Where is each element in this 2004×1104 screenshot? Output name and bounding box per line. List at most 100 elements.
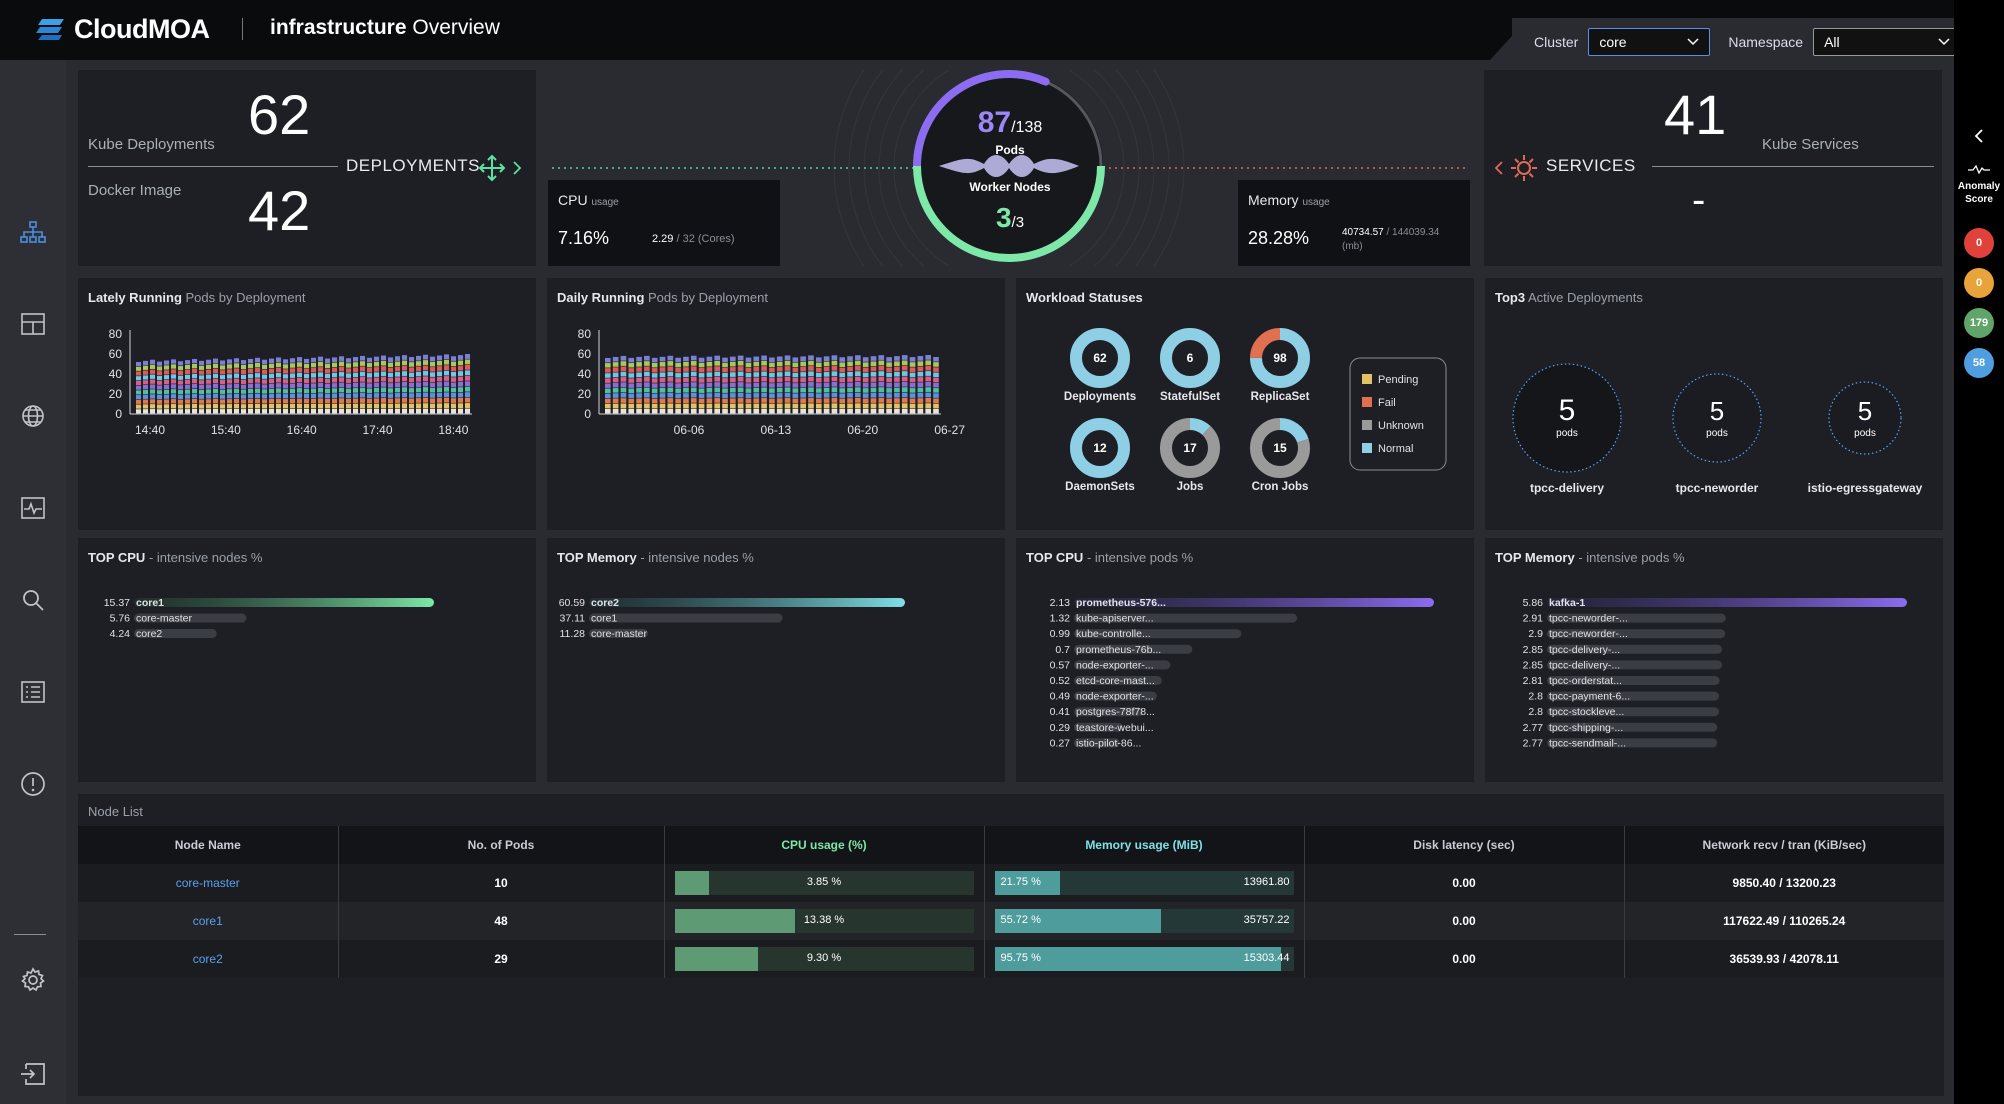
stacked-bar bbox=[776, 356, 783, 414]
table-row[interactable]: core1 48 13.38 % 55.72 % 35757.22 0.00 117622.… bbox=[78, 902, 1944, 940]
bar-segment bbox=[402, 403, 408, 409]
bar-segment bbox=[339, 361, 345, 367]
bar-segment bbox=[304, 373, 310, 379]
bar-segment bbox=[360, 382, 366, 387]
bar-segment bbox=[143, 394, 149, 399]
cpu-usage-card[interactable]: CPU usage 7.16% 2.29 / 32 (Cores) bbox=[548, 180, 780, 266]
top-cpu-nodes-chart[interactable]: 15.37 core1 5.76 core-master 4.24 core2 bbox=[78, 578, 536, 778]
node-name-link[interactable]: core1 bbox=[78, 902, 339, 940]
bar-segment bbox=[761, 408, 767, 414]
top-memory-pods-chart[interactable]: 5.86 kafka-1 2.91 tpcc-neworder-... 2.9 tpcc-… bbox=[1485, 578, 1943, 778]
bar-segment bbox=[612, 372, 619, 378]
nav-dashboard-icon[interactable] bbox=[17, 308, 49, 340]
anomaly-score-normal[interactable]: 179 bbox=[1964, 308, 1994, 338]
node-name-link[interactable]: core2 bbox=[78, 940, 339, 978]
bar-segment bbox=[659, 403, 666, 409]
bar-segment bbox=[360, 408, 366, 414]
node-list-header-row: Node Name No. of Pods CPU usage (%) Memo… bbox=[78, 826, 1944, 864]
anomaly-score-info[interactable]: 58 bbox=[1964, 348, 1994, 378]
bar-value: 2.13 bbox=[1050, 597, 1071, 609]
stacked-bar bbox=[870, 356, 877, 414]
anomaly-score-critical[interactable]: 0 bbox=[1964, 228, 1994, 258]
bar-segment bbox=[745, 403, 752, 409]
bar-segment bbox=[901, 371, 908, 376]
col-disk-latency[interactable]: Disk latency (sec) bbox=[1304, 826, 1625, 864]
nav-topology-icon[interactable] bbox=[17, 216, 49, 248]
stacked-bar bbox=[150, 359, 156, 414]
bar-segment bbox=[901, 403, 908, 409]
deployments-panel[interactable]: Kube Deployments 62 Docker Image 42 DEPL… bbox=[78, 70, 536, 266]
bar-segment bbox=[234, 383, 240, 389]
bar-segment bbox=[297, 357, 303, 362]
top-cpu-nodes-title: TOP CPU - intensive nodes % bbox=[88, 550, 262, 565]
cluster-select[interactable]: core bbox=[1588, 28, 1711, 56]
nav-list-icon[interactable] bbox=[17, 676, 49, 708]
top-memory-nodes-chart[interactable]: 60.59 core2 37.11 core1 11.28 core-master bbox=[547, 578, 1005, 778]
pods-nodes-ring[interactable] bbox=[909, 66, 1109, 266]
bar-segment bbox=[901, 392, 908, 398]
memory-usage-bar: 95.75 % 15303.44 bbox=[994, 947, 1294, 971]
bar-segment bbox=[792, 367, 799, 373]
bar-segment bbox=[769, 357, 775, 363]
chevron-left-icon[interactable] bbox=[1974, 128, 1984, 144]
app-logo[interactable]: CloudMOA bbox=[36, 14, 210, 44]
col-no-of-pods[interactable]: No. of Pods bbox=[338, 826, 665, 864]
nav-search-icon[interactable] bbox=[17, 584, 49, 616]
bar-segment bbox=[651, 378, 658, 383]
bar-segment bbox=[269, 373, 275, 379]
bar-segment bbox=[612, 393, 619, 398]
bar-segment bbox=[241, 399, 247, 404]
memory-usage-card[interactable]: Memory usage 28.28% 40734.57 / 144039.34… bbox=[1238, 180, 1470, 266]
anomaly-score-warning[interactable]: 0 bbox=[1964, 268, 1994, 298]
bar-segment bbox=[185, 384, 191, 389]
bar-row: 2.81 tpcc-orderstat... bbox=[1523, 675, 1720, 687]
deployment-name: tpcc-neworder bbox=[1676, 481, 1759, 495]
bar-segment bbox=[304, 383, 310, 389]
chevron-right-icon[interactable] bbox=[512, 160, 522, 176]
bar bbox=[1547, 738, 1718, 748]
bar-segment bbox=[769, 393, 775, 398]
bar-segment bbox=[255, 357, 261, 363]
col-memory-usage[interactable]: Memory usage (MiB) bbox=[984, 826, 1305, 864]
nav-monitor-icon[interactable] bbox=[17, 492, 49, 524]
bar-segment bbox=[283, 359, 289, 364]
bar-segment bbox=[808, 387, 814, 393]
settings-gear-icon[interactable] bbox=[17, 964, 49, 996]
node-name-link[interactable]: core-master bbox=[78, 864, 339, 902]
table-row[interactable]: core2 29 9.30 % 95.75 % 15303.44 0.00 36539.93… bbox=[78, 940, 1944, 978]
namespace-select[interactable]: All bbox=[1813, 28, 1962, 56]
bar-segment bbox=[917, 387, 924, 393]
bar-segment bbox=[339, 393, 345, 398]
bar-value: 2.77 bbox=[1523, 737, 1544, 749]
col-node-name[interactable]: Node Name bbox=[78, 826, 339, 864]
top-cpu-pods-chart[interactable]: 2.13 prometheus-576... 1.32 kube-apiserver.… bbox=[1016, 578, 1474, 778]
chevron-left-icon[interactable] bbox=[1494, 160, 1504, 176]
col-network[interactable]: Network recv / tran (KiB/sec) bbox=[1624, 826, 1944, 864]
nav-alert-icon[interactable] bbox=[17, 768, 49, 800]
workload-statuses-chart[interactable]: 62 Deployments 6 StatefulSet 98 ReplicaSet 12 D… bbox=[1016, 318, 1474, 528]
table-row[interactable]: core-master 10 3.85 % 21.75 % 13961.80 0.00 98… bbox=[78, 864, 1944, 902]
bar-segment bbox=[150, 359, 156, 365]
bar-segment bbox=[199, 370, 205, 375]
bar-segment bbox=[730, 403, 736, 409]
bar-segment bbox=[458, 397, 464, 403]
workload-donut: 12 DaemonSets bbox=[1065, 418, 1135, 493]
col-cpu-usage[interactable]: CPU usage (%) bbox=[664, 826, 985, 864]
services-panel[interactable]: 41 Kube Services SERVICES - bbox=[1484, 70, 1942, 266]
nav-globe-icon[interactable] bbox=[17, 400, 49, 432]
bar-segment bbox=[847, 382, 853, 388]
daily-running-chart[interactable]: 0 20 40 60 80 06-06 06-13 06-20 06-27 bbox=[547, 318, 1005, 528]
top3-title: Top3 Active Deployments bbox=[1495, 290, 1643, 305]
donut-value: 15 bbox=[1273, 441, 1287, 455]
bar-segment bbox=[444, 370, 450, 376]
logout-icon[interactable] bbox=[17, 1058, 49, 1090]
bar-segment bbox=[150, 374, 156, 379]
bar-segment bbox=[612, 398, 619, 404]
bar-row: 37.11 core1 bbox=[560, 613, 783, 625]
bar-segment bbox=[862, 383, 869, 388]
top3-deployments-chart[interactable]: 5podstpcc-delivery5podstpcc-neworder5pod… bbox=[1485, 318, 1943, 528]
bar-segment bbox=[690, 392, 697, 398]
stacked-bar bbox=[855, 355, 861, 414]
bar-segment bbox=[894, 387, 900, 393]
lately-running-chart[interactable]: 0 20 40 60 80 14:40 15:40 16:40 17:40 18:40 bbox=[78, 318, 536, 528]
